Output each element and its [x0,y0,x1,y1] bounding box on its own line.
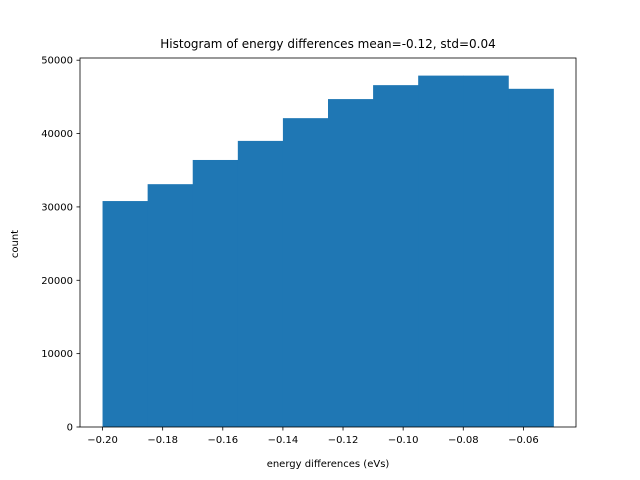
x-tick-label: −0.08 [448,435,479,446]
x-tick-label: −0.16 [207,435,238,446]
y-axis-ticks: 0 10000 20000 30000 40000 50000 [41,56,80,434]
histogram-bar [237,140,284,428]
x-axis-label: energy differences (eVs) [267,459,390,470]
histogram-bar [463,75,509,428]
x-tick-label: −0.06 [508,435,539,446]
x-tick-label: −0.14 [268,435,299,446]
y-tick-label: 30000 [41,202,73,213]
histogram-bar [508,88,554,428]
chart-title: Histogram of energy differences mean=-0.… [160,37,496,51]
histogram-bar [418,75,464,428]
y-tick-label: 20000 [41,276,73,287]
histogram-bar [328,99,374,427]
x-tick-label: −0.12 [328,435,359,446]
x-axis-ticks: −0.20 −0.18 −0.16 −0.14 −0.12 −0.10 −0.08 −0.06 [87,427,539,446]
histogram-bars [102,75,554,428]
histogram-bar [147,184,194,427]
histogram-bar [102,201,149,427]
y-tick-label: 40000 [41,129,73,140]
x-tick-label: −0.10 [388,435,419,446]
y-tick-label: 50000 [41,56,73,67]
y-axis-label: count [10,230,21,258]
histogram-bar [192,159,239,427]
x-tick-label: −0.20 [87,435,118,446]
histogram-bar [373,85,419,428]
x-tick-label: −0.18 [147,435,178,446]
y-tick-label: 0 [67,423,73,434]
y-tick-label: 10000 [41,349,73,360]
histogram-bar [282,118,329,428]
axes-frame [79,57,577,428]
